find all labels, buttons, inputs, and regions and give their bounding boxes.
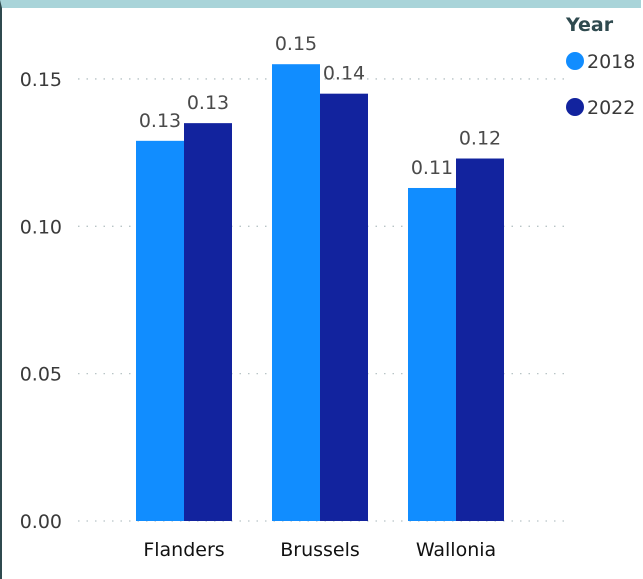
label-layer: 0.00 0.05 0.10 0.15 0.13 0.13 Flanders 0.15 0.14… (20, 33, 501, 561)
y-tick-label: 0.05 (20, 364, 62, 386)
legend-title: Year (565, 14, 614, 36)
bar-brussels-2022[interactable] (320, 93, 368, 522)
legend-label-2022[interactable]: 2022 (587, 97, 635, 119)
data-label: 0.12 (459, 128, 501, 150)
y-tick-label: 0.10 (20, 216, 62, 238)
data-label: 0.15 (275, 33, 317, 55)
data-label: 0.13 (187, 92, 229, 114)
legend-marker-2022[interactable] (566, 98, 584, 116)
bar-wallonia-2022[interactable] (456, 158, 504, 521)
bar-flanders-2018[interactable] (136, 140, 184, 521)
data-label: 0.13 (139, 110, 181, 132)
y-tick-label: 0.15 (20, 69, 62, 91)
legend-label-2018[interactable]: 2018 (587, 51, 635, 73)
bar-flanders-2022[interactable] (184, 123, 232, 521)
x-category-label: Flanders (143, 539, 224, 561)
bar-brussels-2018[interactable] (272, 64, 320, 522)
legend: Year 2018 2022 (565, 14, 635, 119)
x-category-label: Brussels (280, 539, 360, 561)
x-category-label: Wallonia (416, 539, 496, 561)
data-label: 0.11 (411, 157, 453, 179)
bar-wallonia-2018[interactable] (408, 187, 456, 521)
legend-marker-2018[interactable] (566, 52, 584, 70)
y-tick-label: 0.00 (20, 511, 62, 533)
data-label: 0.14 (323, 63, 365, 85)
bar-layer (136, 64, 504, 522)
